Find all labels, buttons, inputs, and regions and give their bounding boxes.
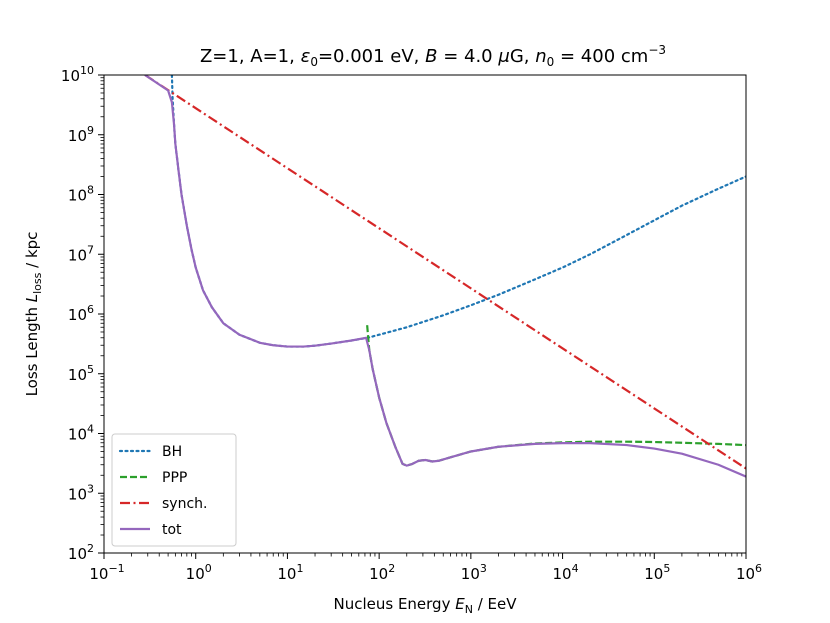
legend: BH PPP synch. tot [111,433,237,547]
y-tick-label: 106 [68,303,94,324]
y-tick-label: 103 [68,482,94,503]
legend-box [111,433,237,547]
x-tick-label: 102 [369,562,395,583]
series-line-tot [144,75,746,478]
y-tick-label: 108 [68,184,94,205]
x-tick-label: 103 [461,562,487,583]
chart-title: Z=1, A=1, ε0=0.001 eV, B = 4.0 μG, n0 = … [200,43,666,69]
x-tick-label: 104 [553,562,579,583]
x-tick-label: 10−1 [89,562,124,583]
y-axis-ticks: 102 103 104 105 106 107 108 109 1010 [61,64,104,563]
series-layer [144,75,746,478]
y-tick-label: 107 [68,243,94,264]
x-tick-label: 105 [644,562,670,583]
x-axis-ticks: 10−1 100 101 102 103 104 105 106 [89,553,762,583]
series-line-ppp [366,325,746,467]
x-tick-label: 101 [277,562,303,583]
legend-label: tot [162,522,182,538]
y-tick-label: 109 [68,124,94,145]
x-tick-label: 100 [186,562,212,583]
y-tick-label: 105 [68,363,94,384]
x-axis-label: Nucleus Energy EN / EeV [333,595,517,616]
legend-label: BH [162,444,182,460]
x-tick-label: 106 [736,562,762,583]
legend-label: PPP [162,470,187,486]
legend-label: synch. [162,496,207,512]
y-axis-label: Loss Length Lloss / kpc [23,232,44,397]
y-tick-label: 104 [68,423,94,444]
y-tick-label: 102 [68,542,94,563]
series-line-bh [170,75,746,348]
series-line-synch [144,75,746,470]
y-tick-label: 1010 [61,64,94,85]
